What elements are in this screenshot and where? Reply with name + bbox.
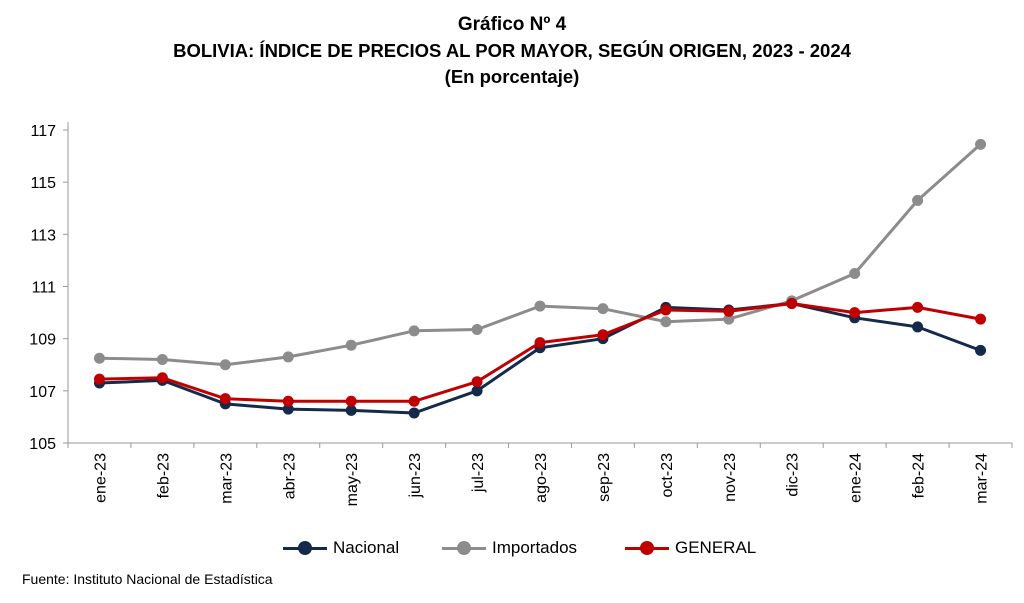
data-point-importados [597, 303, 609, 315]
data-point-general [93, 373, 105, 385]
x-axis: ene-23 feb-23 mar-23 abr-23 may-23 jun-23 jul-… [67, 442, 1013, 506]
data-point-importados [345, 339, 357, 351]
data-point-importados [723, 313, 735, 325]
series-general [93, 297, 987, 407]
y-tick-label: 117 [30, 123, 56, 140]
data-point-importados [219, 359, 231, 371]
series-line-nacional [99, 302, 982, 415]
data-point-general [723, 305, 735, 317]
data-point-general [975, 313, 987, 325]
x-tick-label: ago-23 [533, 453, 550, 503]
x-tick-label: sep-23 [596, 453, 613, 502]
data-point-general [786, 297, 798, 309]
chart-subtitle: (En porcentaje) [444, 66, 580, 87]
data-point-general [597, 329, 609, 341]
data-point-nacional [471, 385, 483, 397]
data-point-importados [849, 267, 861, 279]
data-point-importados [282, 351, 294, 363]
data-point-importados [93, 352, 105, 364]
x-tick-label: may-23 [344, 453, 361, 506]
x-tick-label: mar-24 [974, 453, 991, 504]
data-point-nacional [408, 407, 420, 419]
data-point-importados [471, 324, 483, 336]
legend-swatch-importados [442, 541, 486, 555]
x-tick-label: dic-23 [785, 453, 802, 497]
data-point-importados [912, 194, 924, 206]
y-tick-label: 113 [30, 227, 56, 244]
source-note: Fuente: Instituto Nacional de Estadístic… [22, 571, 273, 587]
legend-item-nacional: Nacional [283, 538, 399, 558]
data-point-general [282, 395, 294, 407]
y-tick-label: 115 [30, 175, 56, 192]
data-point-nacional [975, 344, 987, 356]
data-point-nacional [912, 321, 924, 333]
data-point-importados [156, 354, 168, 366]
series-line-importados [99, 143, 982, 367]
data-point-general [660, 304, 672, 316]
data-point-general [219, 393, 231, 405]
data-point-importados [975, 138, 987, 150]
y-tick-label: 107 [29, 384, 56, 401]
legend-item-importados: Importados [442, 538, 577, 558]
data-point-nacional [282, 403, 294, 415]
data-point-nacional [345, 404, 357, 416]
y-tick-label: 111 [32, 280, 56, 297]
data-point-general [471, 376, 483, 388]
legend: Nacional Importados GENERAL [0, 538, 1024, 568]
x-tick-label: nov-23 [722, 453, 739, 502]
data-point-general [408, 395, 420, 407]
x-tick-label: abr-23 [281, 453, 298, 499]
legend-item-general: GENERAL [625, 538, 756, 558]
legend-label-general: GENERAL [675, 538, 757, 557]
legend-swatch-general [625, 541, 669, 555]
legend-label-nacional: Nacional [333, 538, 400, 557]
x-tick-label: ene-23 [92, 453, 109, 503]
data-point-general [849, 307, 861, 319]
chart-title-line1: Gráfico Nº 4 [457, 14, 567, 35]
data-point-importados [660, 316, 672, 328]
series-layer [93, 138, 987, 419]
y-axis: 105 107 109 111 113 115 117 [29, 122, 69, 453]
data-point-general [534, 337, 546, 349]
chart-title: BOLIVIA: ÍNDICE DE PRECIOS AL POR MAYOR,… [173, 40, 851, 61]
data-point-general [156, 372, 168, 384]
series-importados [93, 138, 987, 371]
data-point-general [345, 395, 357, 407]
x-tick-label: feb-24 [911, 453, 928, 498]
x-tick-label: mar-23 [218, 453, 235, 504]
x-tick-label: jun-23 [407, 453, 424, 499]
data-point-importados [534, 300, 546, 312]
x-tick-label: jul-23 [470, 453, 487, 493]
data-point-importados [408, 325, 420, 337]
line-chart: 105 107 109 111 113 115 117 ene-23 feb-23 mar-23… [29, 122, 1013, 506]
x-tick-label: feb-23 [155, 453, 172, 498]
legend-label-importados: Importados [492, 538, 578, 557]
data-point-general [912, 301, 924, 313]
y-tick-label: 105 [29, 436, 56, 453]
y-tick-label: 109 [29, 332, 56, 349]
x-tick-label: oct-23 [659, 453, 676, 498]
x-tick-label: ene-24 [848, 453, 865, 503]
legend-swatch-nacional [283, 541, 327, 555]
